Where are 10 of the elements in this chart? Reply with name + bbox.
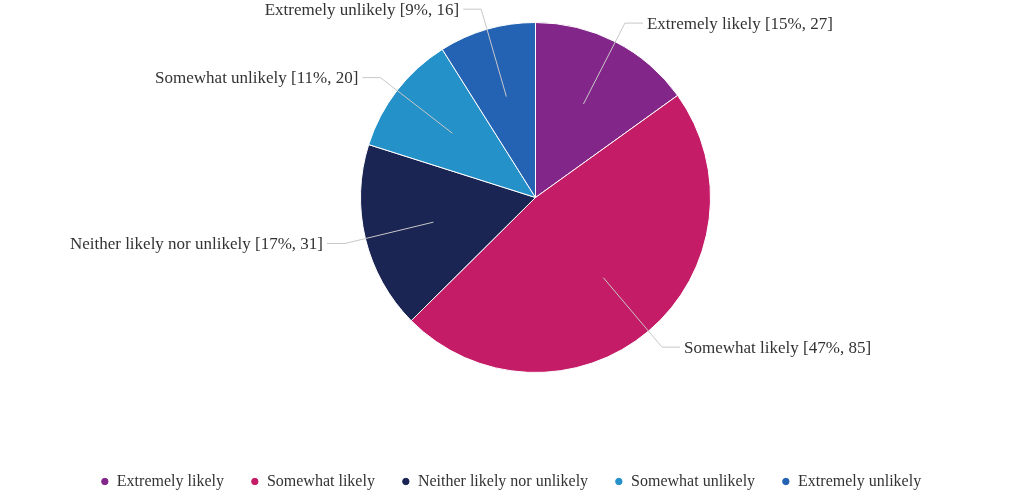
legend-label: Extremely unlikely bbox=[798, 472, 922, 490]
legend-label: Extremely likely bbox=[116, 472, 224, 490]
category-label: Somewhat unlikely [11%, 20] bbox=[155, 68, 359, 88]
legend-label: Neither likely nor unlikely bbox=[417, 472, 589, 490]
category-label: Extremely unlikely [9%, 16] bbox=[264, 0, 460, 19]
category-label: Somewhat likely [47%, 85] bbox=[684, 337, 872, 357]
legend-label: Somewhat likely bbox=[266, 472, 375, 490]
category-label: Neither likely nor unlikely [17%, 31] bbox=[69, 234, 323, 254]
legend-label: Somewhat unlikely bbox=[631, 472, 756, 490]
category-label: Extremely likely [15%, 27] bbox=[646, 13, 833, 33]
